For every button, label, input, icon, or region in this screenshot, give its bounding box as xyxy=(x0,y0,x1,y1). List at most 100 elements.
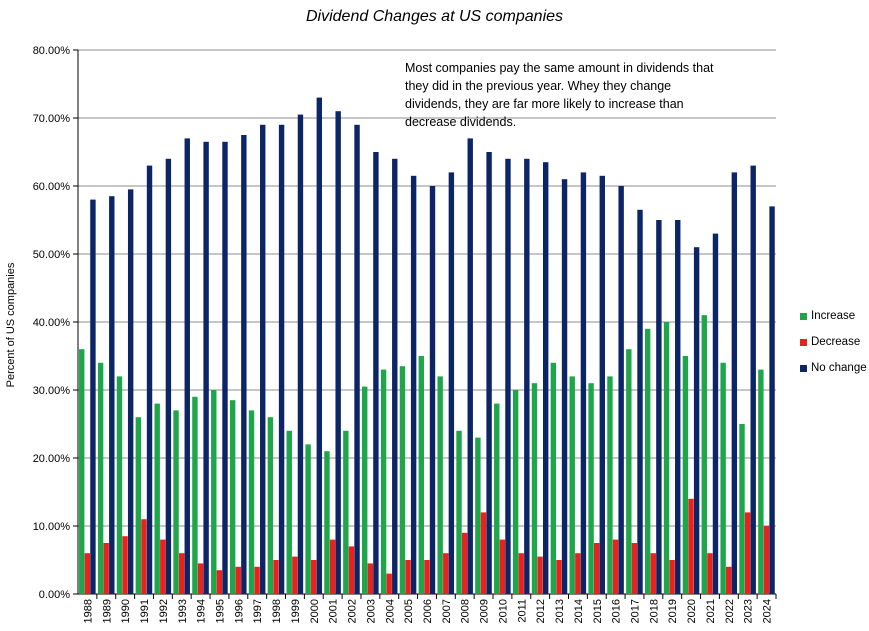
bar-decrease xyxy=(405,560,411,594)
bar-decrease xyxy=(386,573,392,594)
bar-decrease xyxy=(348,546,355,594)
legend-swatch xyxy=(800,364,807,372)
bar-decrease xyxy=(575,553,581,594)
bar-decrease xyxy=(311,560,317,594)
bar-increase xyxy=(607,376,613,594)
x-tick-label: 2012 xyxy=(535,599,547,623)
bar-decrease xyxy=(669,560,675,594)
bar-increase xyxy=(79,349,85,594)
bar-decrease xyxy=(744,512,751,594)
bar-decrease xyxy=(650,553,656,594)
bar-increase xyxy=(437,376,443,594)
bar-increase xyxy=(494,403,500,594)
bar-no-change xyxy=(542,162,549,594)
bar-decrease xyxy=(688,498,694,594)
bar-decrease xyxy=(216,570,223,594)
bar-increase xyxy=(324,451,330,594)
bar-increase xyxy=(720,362,726,594)
bar-decrease xyxy=(631,543,638,594)
bar-increase xyxy=(248,410,255,594)
chart-annotation: Most companies pay the same amount in di… xyxy=(405,61,714,129)
bar-decrease xyxy=(329,539,336,594)
bar-increase xyxy=(701,315,707,594)
bar-decrease xyxy=(424,560,430,594)
bar-increase xyxy=(229,400,236,594)
y-tick-label: 0.00% xyxy=(39,589,70,601)
bar-no-change xyxy=(354,124,360,595)
y-tick-label: 60.00% xyxy=(33,181,71,193)
x-tick-label: 2014 xyxy=(573,599,585,623)
bar-no-change xyxy=(561,179,568,594)
x-tick-label: 1996 xyxy=(233,599,245,623)
x-tick-label: 2009 xyxy=(479,599,491,623)
bar-decrease xyxy=(273,560,279,594)
legend-item: Increase xyxy=(800,303,867,329)
bar-increase xyxy=(644,328,651,594)
bar-increase xyxy=(116,376,123,594)
bar-increase xyxy=(682,356,689,594)
bar-increase xyxy=(531,383,538,594)
bar-increase xyxy=(550,362,557,594)
bar-increase xyxy=(286,430,292,594)
x-tick-label: 1995 xyxy=(214,599,226,623)
bar-no-change xyxy=(165,158,172,595)
bar-decrease xyxy=(480,512,487,594)
bar-no-change xyxy=(618,186,624,594)
bar-no-change xyxy=(524,158,530,595)
bar-no-change xyxy=(656,220,662,594)
bar-no-change xyxy=(580,172,587,594)
x-tick-label: 2018 xyxy=(648,599,660,623)
bar-no-change xyxy=(448,172,455,594)
bar-decrease xyxy=(367,563,374,594)
bar-no-change xyxy=(410,175,417,595)
bar-no-change xyxy=(203,141,209,595)
x-tick-label: 1998 xyxy=(271,599,283,623)
bar-no-change xyxy=(373,152,379,594)
x-tick-label: 2011 xyxy=(516,599,528,623)
bar-decrease xyxy=(178,553,185,594)
bar-increase xyxy=(192,396,198,594)
x-tick-label: 2024 xyxy=(762,599,774,623)
x-tick-label: 2003 xyxy=(365,599,377,623)
x-tick-label: 2004 xyxy=(384,599,396,623)
y-tick-label: 20.00% xyxy=(33,453,71,465)
bar-no-change xyxy=(184,138,190,594)
bar-no-change xyxy=(90,199,96,594)
bar-increase xyxy=(399,366,406,594)
legend-swatch xyxy=(800,312,807,320)
bar-no-change xyxy=(241,135,247,594)
bar-increase xyxy=(173,410,179,594)
bar-no-change xyxy=(769,206,775,594)
bar-decrease xyxy=(254,566,260,594)
bar-no-change xyxy=(712,233,719,594)
x-tick-label: 2017 xyxy=(630,599,642,623)
x-tick-label: 1994 xyxy=(196,599,208,623)
x-tick-label: 1992 xyxy=(158,599,170,623)
bar-increase xyxy=(626,349,632,594)
x-tick-label: 2021 xyxy=(705,599,717,623)
x-tick-label: 1991 xyxy=(139,599,151,623)
legend-item: Decrease xyxy=(800,329,867,355)
x-tick-label: 2005 xyxy=(403,599,415,623)
y-tick-label: 30.00% xyxy=(33,385,71,397)
bar-increase xyxy=(739,424,745,594)
x-tick-label: 1988 xyxy=(82,599,94,623)
x-tick-label: 1990 xyxy=(120,599,132,623)
bar-increase xyxy=(588,383,594,594)
x-tick-label: 2002 xyxy=(347,599,359,623)
bar-decrease xyxy=(518,553,524,594)
chart-title: Dividend Changes at US companies xyxy=(305,8,564,25)
x-tick-label: 2008 xyxy=(460,599,472,623)
bar-no-change xyxy=(675,220,681,594)
bar-no-change xyxy=(467,138,473,594)
legend: Increase Decrease No change xyxy=(800,303,867,381)
bar-decrease xyxy=(197,563,204,594)
y-tick-label: 80.00% xyxy=(33,45,71,57)
bar-decrease xyxy=(160,539,166,594)
bar-no-change xyxy=(750,165,756,594)
x-tick-label: 2022 xyxy=(724,599,736,623)
bar-increase xyxy=(135,417,142,594)
bar-decrease xyxy=(103,543,109,594)
bar-no-change xyxy=(392,158,398,595)
